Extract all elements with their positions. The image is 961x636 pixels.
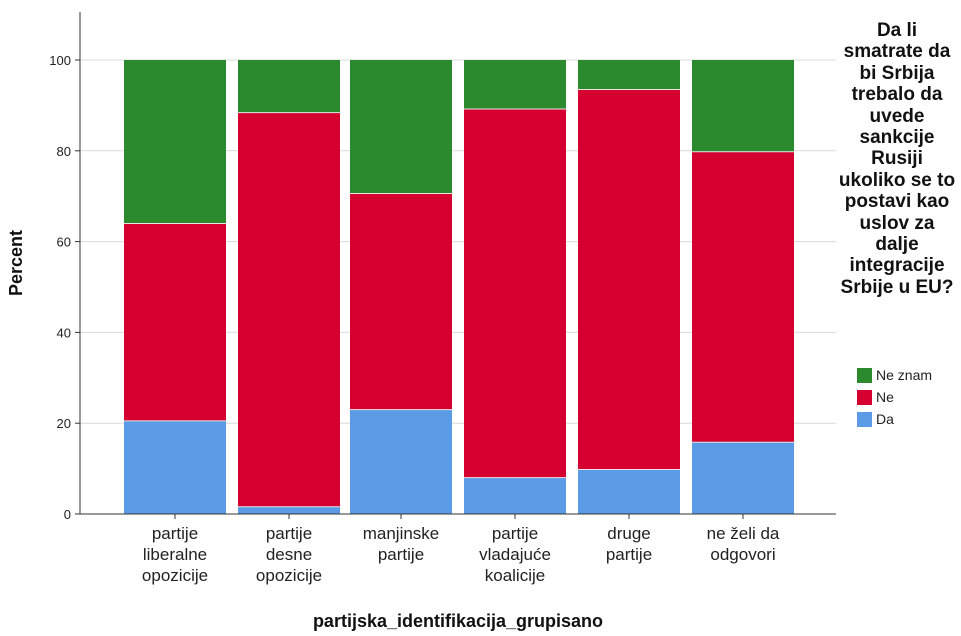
legend-swatch <box>857 411 872 427</box>
y-tick-label: 60 <box>57 235 71 250</box>
x-category-label: vladajuće <box>479 545 551 564</box>
legend-swatch <box>857 389 872 405</box>
bar-segment <box>238 506 340 514</box>
bar-segment <box>350 193 452 410</box>
bar-segment <box>578 89 680 470</box>
x-category-label: opozicije <box>256 566 322 585</box>
y-tick-labels: 0 20 40 60 80 100 <box>49 53 71 522</box>
legend-label: Ne <box>876 389 894 405</box>
bars <box>124 60 794 514</box>
bar-segment <box>238 60 340 113</box>
bar-segment <box>124 420 226 514</box>
legend-item: Ne <box>857 386 932 408</box>
x-category-label: desne <box>266 545 312 564</box>
bar-segment <box>124 223 226 421</box>
bar-segment <box>578 469 680 514</box>
legend-label: Ne znam <box>876 367 933 383</box>
x-axis-title: partijska_identifikacija_grupisano <box>313 611 603 631</box>
x-category-label: partije <box>152 524 198 543</box>
x-category-label: druge <box>607 524 650 543</box>
x-category-label: opozicije <box>142 566 208 585</box>
x-category-label: partije <box>266 524 312 543</box>
bar-segment <box>692 151 794 443</box>
legend-item: Da <box>857 408 932 430</box>
bar-segment <box>464 60 566 110</box>
y-axis-title: Percent <box>6 230 26 296</box>
x-category-label: liberalne <box>143 545 207 564</box>
bar-segment <box>124 60 226 224</box>
y-tick-label: 40 <box>57 325 71 340</box>
bar-segment <box>464 477 566 514</box>
y-tick-label: 20 <box>57 416 71 431</box>
legend-item: Ne znam <box>857 364 932 386</box>
legend-title: Da li smatrate da bi Srbija trebalo da u… <box>838 20 956 298</box>
legend-label: Da <box>876 411 894 427</box>
y-tick-label: 100 <box>49 53 71 68</box>
bar-segment <box>350 60 452 194</box>
y-tick-label: 0 <box>64 507 71 522</box>
bar-segment <box>692 442 794 514</box>
legend-swatch <box>857 367 872 383</box>
x-category-label: partije <box>492 524 538 543</box>
bar-segment <box>692 60 794 152</box>
x-category-label: partije <box>378 545 424 564</box>
axes <box>75 12 836 519</box>
x-category-label: koalicije <box>485 566 545 585</box>
x-category-label: partije <box>606 545 652 564</box>
x-category-label: manjinske <box>363 524 440 543</box>
bar-segment <box>238 112 340 507</box>
legend: Ne znam Ne Da <box>857 364 932 430</box>
x-category-labels: partije liberalne opozicije partije desne opo… <box>142 524 780 585</box>
x-category-label: ne želi da <box>707 524 780 543</box>
bar-segment <box>578 60 680 90</box>
bar-segment <box>464 109 566 478</box>
bar-segment <box>350 409 452 514</box>
x-category-label: odgovori <box>710 545 775 564</box>
y-tick-label: 80 <box>57 144 71 159</box>
